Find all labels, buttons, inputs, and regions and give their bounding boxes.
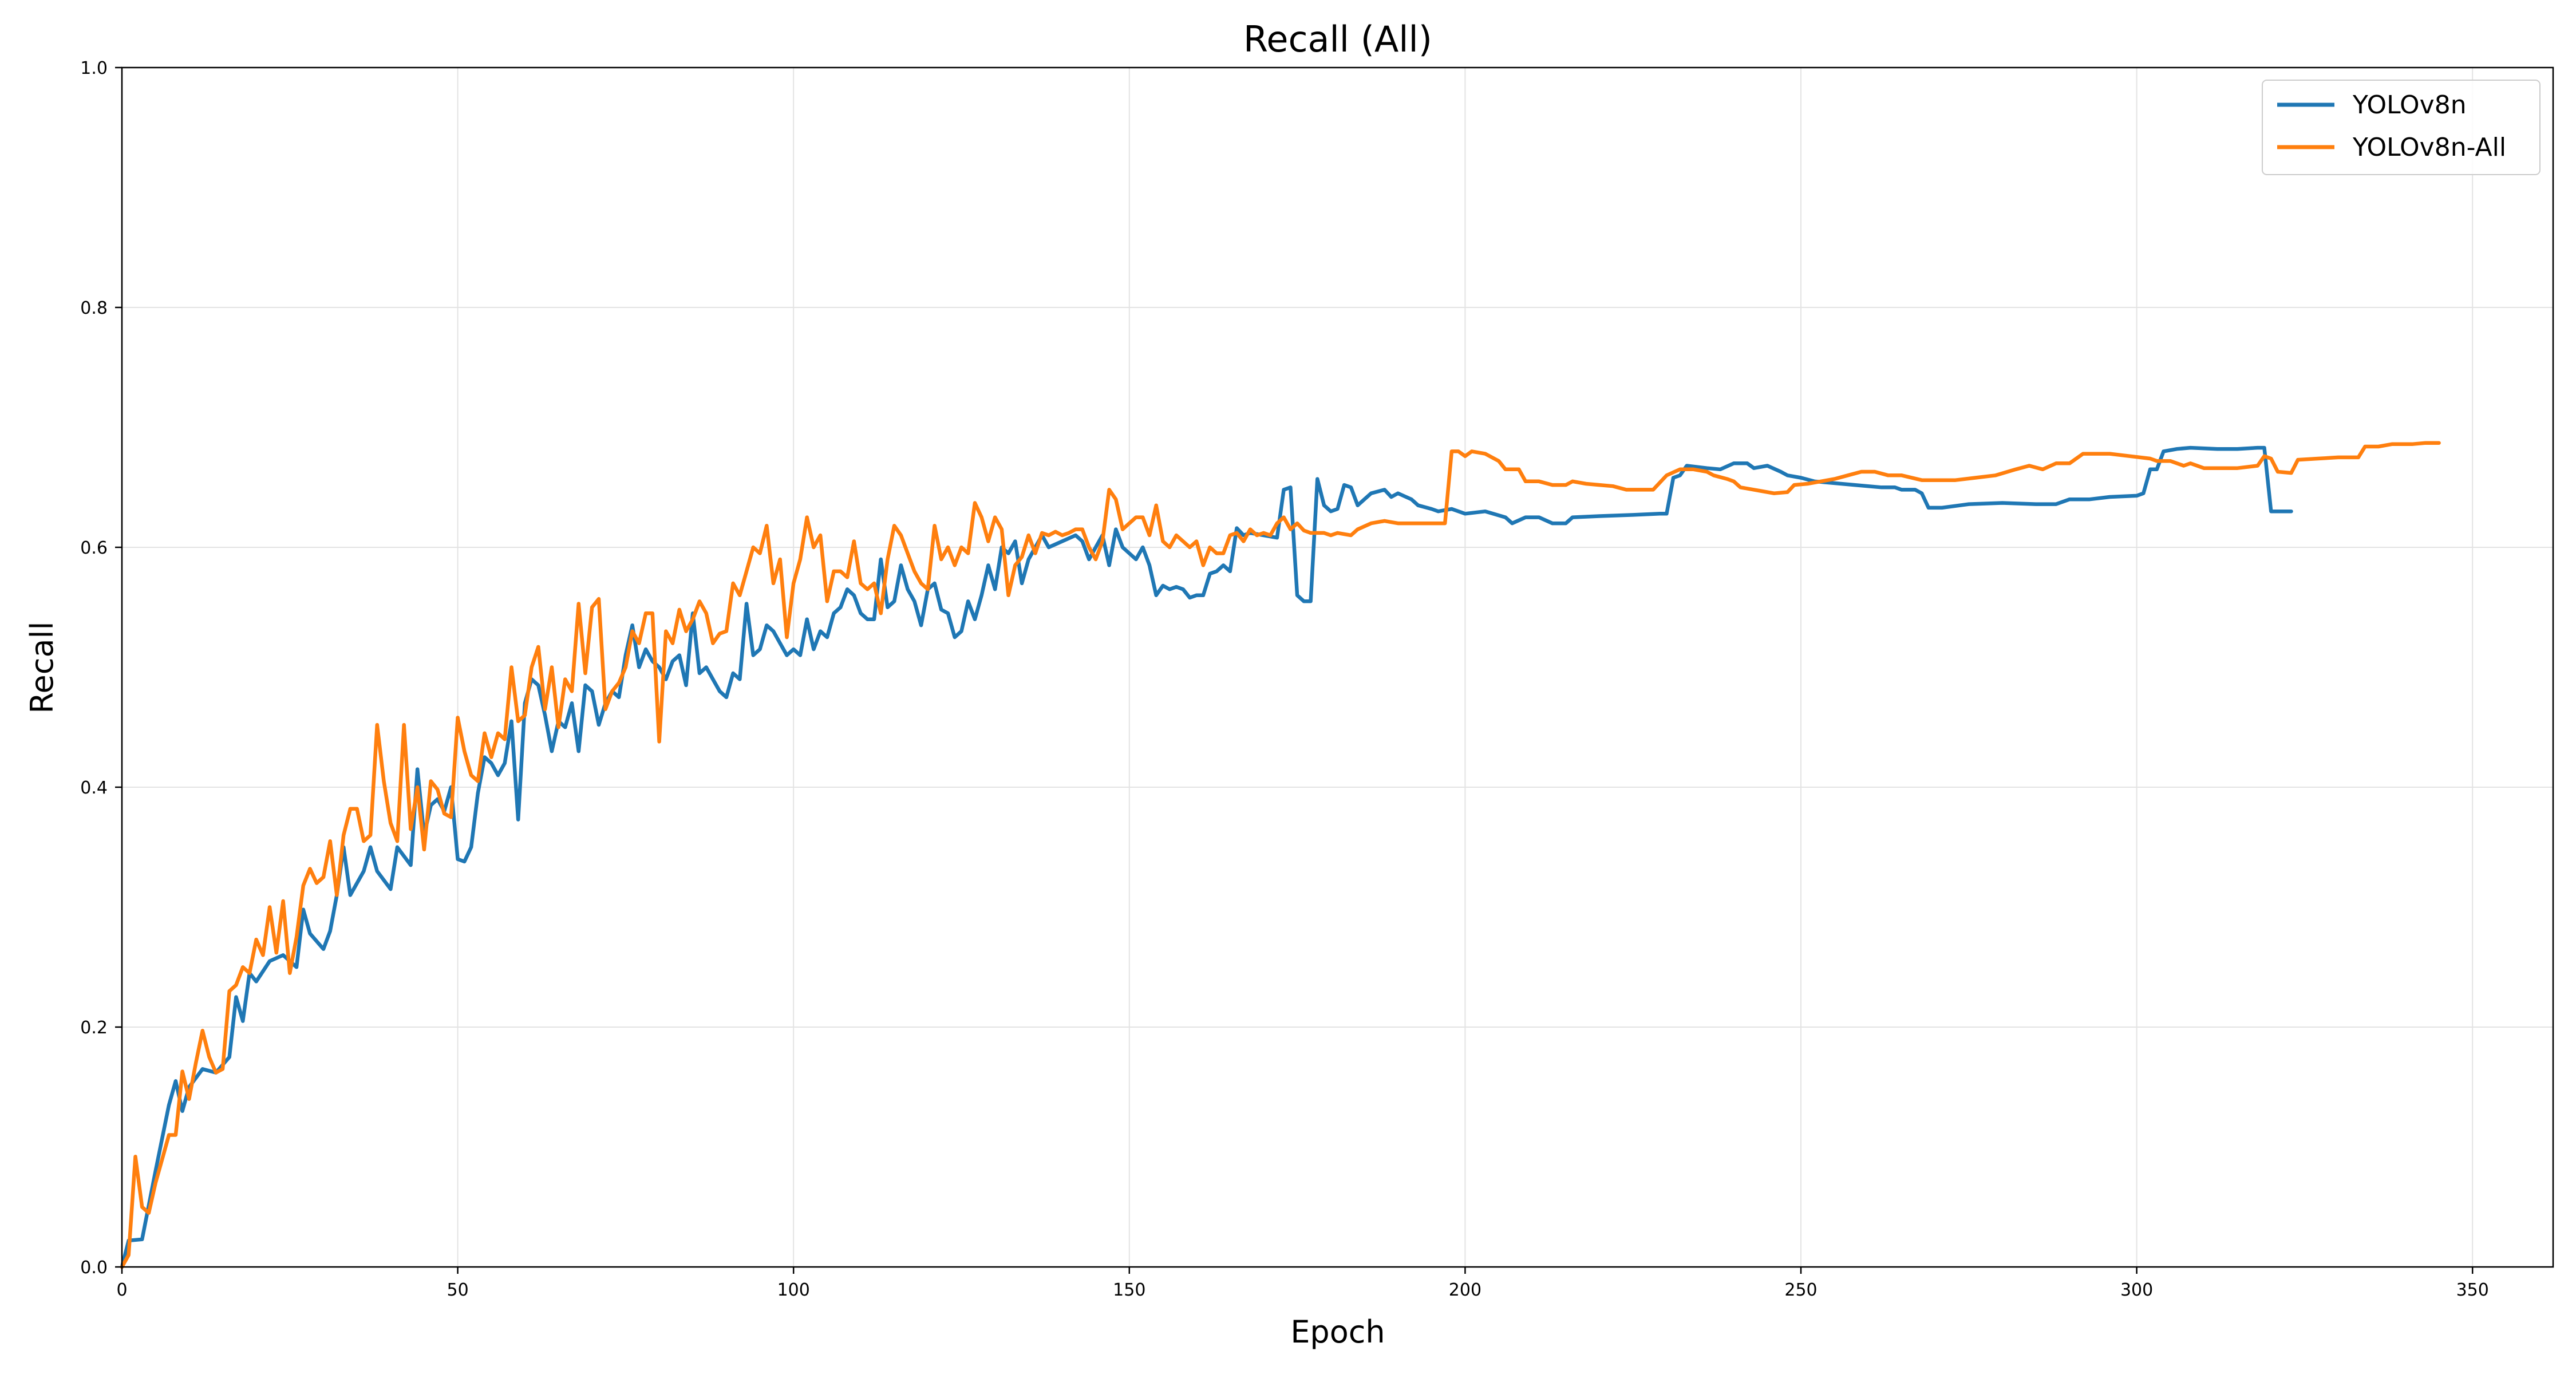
series-line-yolov8n-all — [120, 441, 2441, 1269]
legend-label-yolov8n-all: YOLOv8n-All — [2352, 133, 2506, 162]
y-axis-title: Recall — [24, 621, 60, 713]
y-tick-label: 0.2 — [80, 1018, 108, 1038]
series-lines — [120, 441, 2441, 1269]
x-axis-title: Epoch — [1290, 1314, 1385, 1350]
legend: YOLOv8n YOLOv8n-All — [2262, 80, 2541, 175]
y-tick-label: 0.4 — [80, 778, 108, 798]
x-tick-label: 350 — [2456, 1280, 2489, 1300]
x-tick-label: 250 — [1784, 1280, 1817, 1300]
chart-title: Recall (All) — [1243, 18, 1432, 60]
x-tick-label: 150 — [1113, 1280, 1145, 1300]
x-tick-label: 300 — [2120, 1280, 2153, 1300]
y-tick-label: 0.6 — [80, 538, 108, 558]
y-tick-label: 1.0 — [80, 58, 108, 78]
legend-label-yolov8n: YOLOv8n — [2352, 90, 2467, 120]
x-tick-label: 100 — [777, 1280, 810, 1300]
y-tick-label: 0.8 — [80, 298, 108, 318]
y-tick-label: 0.0 — [80, 1258, 108, 1278]
axis-ticks: 0 50 100 150 200 250 300 350 0.0 0.2 0.4 0.6 0.8 1.0 — [80, 58, 2489, 1300]
x-tick-label: 50 — [447, 1280, 469, 1300]
x-tick-label: 200 — [1449, 1280, 1481, 1300]
plot-area-frame — [121, 66, 2554, 1268]
x-tick-label: 0 — [116, 1280, 127, 1300]
